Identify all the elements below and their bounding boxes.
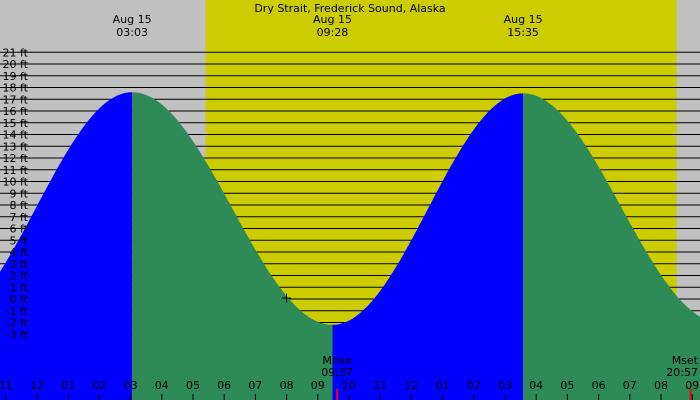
x-tick-label: 01 [436,379,450,392]
crosshair-cursor-icon [282,293,291,303]
x-tick-label: 07 [248,379,262,392]
extreme-time-label: 09:28 [317,26,349,39]
y-tick-label: 17 ft [3,93,29,106]
chart-title: Dry Strait, Frederick Sound, Alaska [254,2,445,15]
rising-tide-area [0,92,133,400]
falling-tide-area [523,93,700,400]
x-tick-label: 12 [30,379,44,392]
extreme-date-label: Aug 15 [504,13,543,26]
y-tick-label: 1 ft [10,281,29,294]
tide-areas [0,92,700,400]
x-tick-label: 05 [560,379,574,392]
y-tick-label: 20 ft [3,58,29,71]
y-axis-labels: -3 ft-2 ft-1 ft0 ft1 ft2 ft3 ft4 ft5 ft6… [3,46,29,341]
y-tick-label: -3 ft [6,328,29,341]
moon-event-label: Mset [672,354,699,367]
y-tick-label: 5 ft [10,234,29,247]
y-tick-label: 2 ft [10,270,29,283]
extreme-time-label: 03:03 [116,26,148,39]
moon-event-time: 09:37 [321,366,353,379]
y-tick-label: 16 ft [3,105,29,118]
x-tick-label: 11 [373,379,387,392]
moon-event-time: 20:57 [666,366,698,379]
y-tick-label: 8 ft [10,199,29,212]
x-tick-label: 03 [498,379,512,392]
y-tick-label: 4 ft [10,246,29,259]
x-tick-label: 08 [280,379,294,392]
y-tick-label: 0 ft [10,293,29,306]
x-tick-label: 04 [529,379,543,392]
x-tick-label: 12 [404,379,418,392]
x-tick-label: 09 [311,379,325,392]
falling-tide-area [132,92,333,400]
x-tick-label: 01 [61,379,75,392]
y-tick-label: 7 ft [10,211,29,224]
y-tick-label: 19 ft [3,70,29,83]
extreme-time-label: 15:35 [507,26,539,39]
moon-event-label: Mrise [322,354,352,367]
y-tick-label: 6 ft [10,223,29,236]
x-axis: 11 12 01 02 03 04 05 06 07 08 09 10 11 12 01 02 03 04 05 06… [0,379,699,400]
x-tick-label: 09 [685,379,699,392]
y-tick-label: 13 ft [3,140,29,153]
y-tick-label: 18 ft [3,82,29,95]
x-tick-label: 11 [0,379,13,392]
x-tick-label: 03 [124,379,138,392]
y-tick-label: 10 ft [3,176,29,189]
y-tick-label: 3 ft [10,258,29,271]
x-tick-label: 02 [92,379,106,392]
x-tick-label: 05 [186,379,200,392]
x-tick-label: 07 [623,379,637,392]
y-tick-label: 12 ft [3,152,29,165]
y-tick-label: 9 ft [10,187,29,200]
rising-tide-area [332,93,524,400]
x-tick-label: 02 [467,379,481,392]
y-tick-label: 15 ft [3,117,29,130]
x-tick-label: 06 [217,379,231,392]
extreme-date-label: Aug 15 [113,13,152,26]
y-tick-label: -2 ft [6,317,29,330]
x-tick-label: 08 [654,379,668,392]
x-tick-label: 06 [592,379,606,392]
x-tick-label: 04 [155,379,169,392]
x-tick-label: 10 [342,379,356,392]
y-tick-label: 21 ft [3,46,29,59]
y-tick-label: 11 ft [3,164,29,177]
extreme-date-label: Aug 15 [313,13,352,26]
y-tick-label: 14 ft [3,129,29,142]
y-tick-label: -1 ft [6,305,29,318]
